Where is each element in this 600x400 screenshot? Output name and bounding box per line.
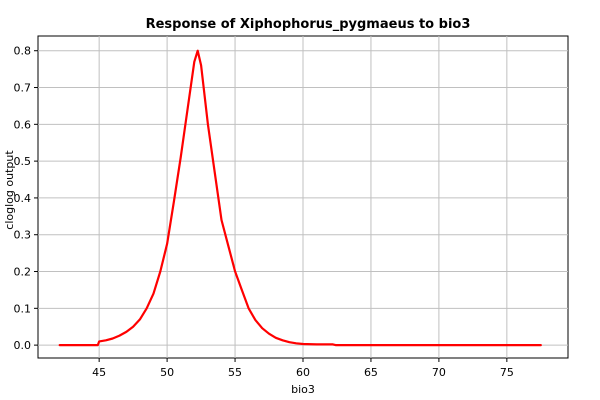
x-tick-label: 65 xyxy=(364,366,378,379)
y-tick-label: 0.4 xyxy=(14,192,32,205)
x-tick-label: 55 xyxy=(228,366,242,379)
y-tick-label: 0.2 xyxy=(14,266,32,279)
chart-title: Response of Xiphophorus_pygmaeus to bio3 xyxy=(146,17,471,32)
x-tick-label: 50 xyxy=(160,366,174,379)
y-tick-label: 0.5 xyxy=(14,155,32,168)
y-tick-label: 0.0 xyxy=(14,339,32,352)
axis-ticks xyxy=(34,50,508,362)
tick-labels: 45 50 55 60 65 70 75 0.0 0.1 0.2 0.3 0.4 0.5 0.6 0.7 0.… xyxy=(14,45,514,379)
y-axis-label: cloglog output xyxy=(3,150,16,230)
grid-lines xyxy=(38,36,568,358)
y-tick-label: 0.6 xyxy=(14,118,32,131)
y-tick-label: 0.7 xyxy=(14,82,32,95)
y-tick-label: 0.8 xyxy=(14,45,32,58)
y-tick-label: 0.3 xyxy=(14,229,32,242)
x-axis-label: bio3 xyxy=(291,383,315,396)
series-group xyxy=(58,49,542,347)
x-tick-label: 70 xyxy=(432,366,446,379)
x-tick-label: 60 xyxy=(296,366,310,379)
y-tick-label: 0.1 xyxy=(14,302,32,315)
response-curve xyxy=(58,49,542,347)
x-tick-label: 45 xyxy=(92,366,106,379)
x-tick-label: 75 xyxy=(500,366,514,379)
